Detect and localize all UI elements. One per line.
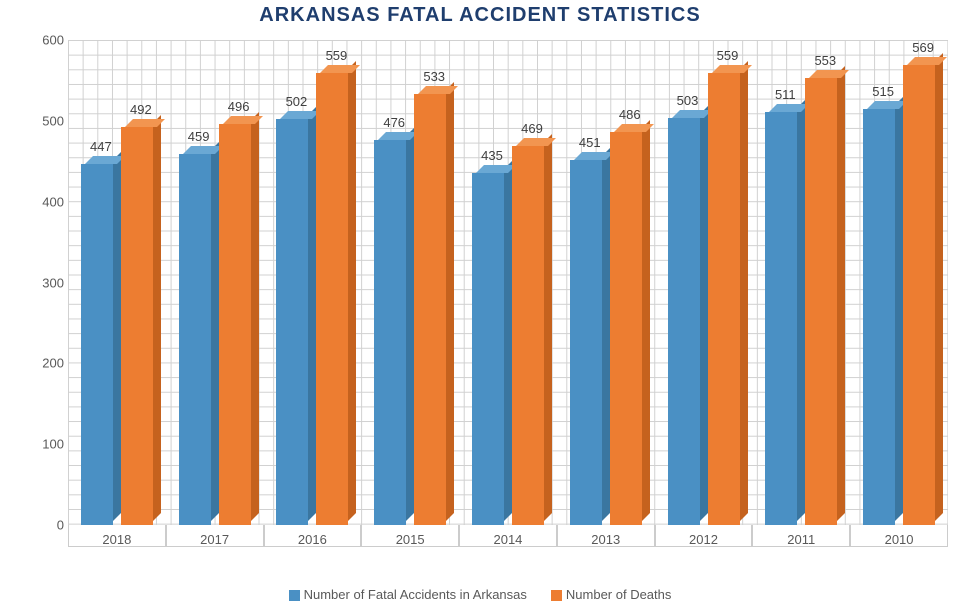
bar: 476 bbox=[374, 140, 406, 525]
chart-container: 2018447492201745949620165025592015476533… bbox=[38, 40, 948, 558]
bar-value-label: 533 bbox=[411, 69, 457, 84]
bar: 533 bbox=[414, 94, 446, 525]
bar: 569 bbox=[903, 65, 935, 525]
bar-front bbox=[570, 160, 602, 525]
bar-value-label: 502 bbox=[273, 94, 319, 109]
bar-front bbox=[121, 127, 153, 525]
bar-value-label: 447 bbox=[78, 139, 124, 154]
bar-side bbox=[406, 128, 414, 521]
bar-front bbox=[765, 112, 797, 525]
bar-value-label: 515 bbox=[860, 84, 906, 99]
bar: 553 bbox=[805, 78, 837, 525]
y-axis-tick: 500 bbox=[32, 113, 64, 128]
bars-area: 2018447492201745949620165025592015476533… bbox=[68, 40, 948, 525]
bar-value-label: 503 bbox=[665, 93, 711, 108]
bar-value-label: 559 bbox=[705, 48, 751, 63]
x-axis-label: 2010 bbox=[850, 532, 948, 547]
x-axis-label: 2013 bbox=[557, 532, 655, 547]
bar-side bbox=[837, 66, 845, 521]
bar-side bbox=[700, 106, 708, 521]
y-axis-tick: 200 bbox=[32, 356, 64, 371]
bar: 492 bbox=[121, 127, 153, 525]
bar-front bbox=[374, 140, 406, 525]
bar-side bbox=[642, 120, 650, 521]
bar-side bbox=[740, 61, 748, 521]
bar: 451 bbox=[570, 160, 602, 525]
bar-value-label: 492 bbox=[118, 102, 164, 117]
bar-front bbox=[668, 118, 700, 525]
bar-front bbox=[414, 94, 446, 525]
bar-side bbox=[153, 115, 161, 521]
legend: Number of Fatal Accidents in Arkansas Num… bbox=[0, 587, 960, 602]
bar-value-label: 496 bbox=[216, 99, 262, 114]
bar: 469 bbox=[512, 146, 544, 525]
bar-value-label: 559 bbox=[313, 48, 359, 63]
bar: 486 bbox=[610, 132, 642, 525]
bar: 447 bbox=[81, 164, 113, 525]
y-axis-tick: 600 bbox=[32, 33, 64, 48]
legend-item: Number of Deaths bbox=[551, 587, 672, 602]
legend-swatch bbox=[551, 590, 562, 601]
bar-front bbox=[610, 132, 642, 525]
bar-side bbox=[446, 82, 454, 521]
x-axis-label: 2017 bbox=[166, 532, 264, 547]
bar-front bbox=[863, 109, 895, 525]
bar-side bbox=[544, 134, 552, 521]
bar-front bbox=[472, 173, 504, 525]
bar: 435 bbox=[472, 173, 504, 525]
y-axis-tick: 100 bbox=[32, 437, 64, 452]
bar-value-label: 476 bbox=[371, 115, 417, 130]
bar-front bbox=[512, 146, 544, 525]
bar: 502 bbox=[276, 119, 308, 525]
bar-side bbox=[602, 148, 610, 521]
legend-swatch bbox=[289, 590, 300, 601]
bar-side bbox=[113, 152, 121, 521]
bar-side bbox=[935, 53, 943, 521]
bar: 459 bbox=[179, 154, 211, 525]
bar-value-label: 511 bbox=[762, 87, 808, 102]
bar: 515 bbox=[863, 109, 895, 525]
bar-value-label: 451 bbox=[567, 135, 613, 150]
bar-front bbox=[708, 73, 740, 525]
y-axis-tick: 0 bbox=[32, 518, 64, 533]
bar-front bbox=[81, 164, 113, 525]
x-axis-label: 2018 bbox=[68, 532, 166, 547]
bar-front bbox=[903, 65, 935, 525]
bar: 503 bbox=[668, 118, 700, 525]
bar: 559 bbox=[708, 73, 740, 525]
bar-side bbox=[504, 161, 512, 521]
y-axis-tick: 300 bbox=[32, 275, 64, 290]
bar-value-label: 569 bbox=[900, 40, 946, 55]
bar-value-label: 459 bbox=[176, 129, 222, 144]
bar: 559 bbox=[316, 73, 348, 525]
bar-side bbox=[308, 107, 316, 521]
bar-side bbox=[895, 97, 903, 521]
x-axis-label: 2012 bbox=[655, 532, 753, 547]
bar-value-label: 553 bbox=[802, 53, 848, 68]
bar-side bbox=[348, 61, 356, 521]
legend-label: Number of Deaths bbox=[566, 587, 672, 602]
bar-value-label: 435 bbox=[469, 148, 515, 163]
bar-value-label: 486 bbox=[607, 107, 653, 122]
bar-front bbox=[219, 124, 251, 525]
bar-front bbox=[316, 73, 348, 525]
bar: 496 bbox=[219, 124, 251, 525]
bar-front bbox=[179, 154, 211, 525]
chart-title: ARKANSAS FATAL ACCIDENT STATISTICS bbox=[0, 0, 960, 35]
bar-side bbox=[797, 100, 805, 521]
legend-label: Number of Fatal Accidents in Arkansas bbox=[304, 587, 527, 602]
bar-value-label: 469 bbox=[509, 121, 555, 136]
bar-side bbox=[211, 142, 219, 521]
x-axis-label: 2015 bbox=[361, 532, 459, 547]
x-axis-label: 2011 bbox=[752, 532, 850, 547]
bar-front bbox=[276, 119, 308, 525]
x-axis-label: 2016 bbox=[264, 532, 362, 547]
bar-front bbox=[805, 78, 837, 525]
y-axis-tick: 400 bbox=[32, 194, 64, 209]
x-axis-label: 2014 bbox=[459, 532, 557, 547]
bar: 511 bbox=[765, 112, 797, 525]
legend-item: Number of Fatal Accidents in Arkansas bbox=[289, 587, 527, 602]
bar-side bbox=[251, 112, 259, 521]
